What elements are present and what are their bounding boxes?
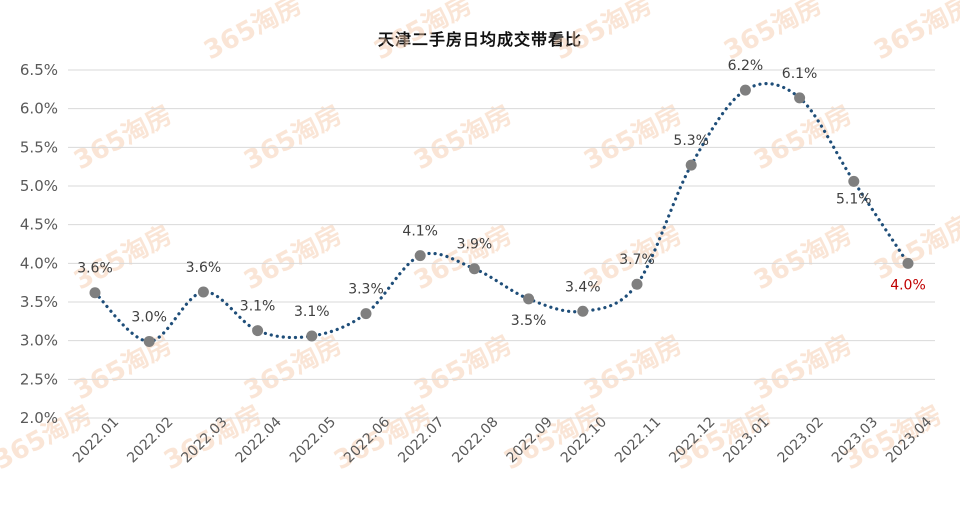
watermark: 365淘房 <box>749 100 857 176</box>
data-point <box>360 308 372 320</box>
y-axis-ticks: 2.0% 2.5% 3.0% 3.5% 4.0% 4.5% 5.0% 5.5% 6.0% 6.5% <box>20 61 58 427</box>
watermark: 365淘房 <box>199 0 307 66</box>
data-point <box>89 287 101 299</box>
y-tick-label: 3.0% <box>20 332 58 350</box>
watermark: 365淘房 <box>719 0 827 66</box>
data-label: 6.2% <box>728 58 764 74</box>
data-label: 3.1% <box>294 304 330 320</box>
data-point <box>523 293 535 305</box>
data-point <box>306 330 318 342</box>
watermark: 365淘房 <box>409 330 517 406</box>
watermark: 365淘房 <box>239 220 347 296</box>
data-labels: 3.6% 3.0% 3.6% 3.1% 3.1% 3.3% 4.1% 3.9% 3.5% 3.4%… <box>77 58 926 329</box>
data-point <box>631 278 643 290</box>
y-tick-label: 2.5% <box>20 370 58 388</box>
data-label: 4.0% <box>890 277 926 293</box>
x-tick-label: 2023.02 <box>775 414 827 466</box>
watermark: 365淘房 <box>749 330 857 406</box>
data-label: 3.7% <box>619 252 655 268</box>
y-tick-label: 2.0% <box>20 409 58 427</box>
watermark: 365淘房 <box>69 220 177 296</box>
y-tick-label: 5.0% <box>20 177 58 195</box>
data-label: 6.1% <box>782 66 818 82</box>
data-label: 3.9% <box>457 237 493 253</box>
data-point <box>739 84 751 96</box>
data-label: 4.1% <box>402 224 438 240</box>
chart-title: 天津二手房日均成交带看比 <box>377 30 582 49</box>
data-points <box>89 84 914 347</box>
watermark: 365淘房 <box>549 0 657 66</box>
watermark: 365淘房 <box>239 100 347 176</box>
gridlines <box>68 69 935 419</box>
data-label: 3.1% <box>240 299 276 315</box>
data-point <box>197 286 209 298</box>
data-label: 3.4% <box>565 279 601 295</box>
watermark: 365淘房 <box>69 100 177 176</box>
data-point <box>685 159 697 171</box>
data-label: 5.3% <box>673 133 709 149</box>
watermark: 365淘房 <box>869 0 960 66</box>
x-tick-label: 2022.05 <box>287 414 339 466</box>
data-label: 3.0% <box>131 309 167 325</box>
watermark: 365淘房 <box>409 100 517 176</box>
data-point <box>252 325 264 337</box>
watermark: 365淘房 <box>69 330 177 406</box>
watermark: 365淘房 <box>239 330 347 406</box>
data-label: 3.3% <box>348 282 384 298</box>
data-point <box>848 175 860 187</box>
data-point <box>143 335 155 347</box>
watermark: 365淘房 <box>869 210 960 286</box>
y-tick-label: 5.5% <box>20 138 58 156</box>
y-tick-label: 3.5% <box>20 293 58 311</box>
data-label: 5.1% <box>836 191 872 207</box>
data-point <box>468 263 480 275</box>
data-point <box>414 250 426 262</box>
data-point <box>794 92 806 104</box>
y-tick-label: 4.0% <box>20 254 58 272</box>
x-tick-label: 2022.08 <box>449 414 501 466</box>
data-point <box>902 257 914 269</box>
series-line <box>93 82 910 344</box>
watermark: 365淘房 <box>749 220 857 296</box>
data-label: 3.6% <box>77 261 113 277</box>
y-tick-label: 6.0% <box>20 100 58 118</box>
data-point <box>577 305 589 317</box>
y-tick-label: 4.5% <box>20 216 58 234</box>
watermark: 365淘房 <box>369 0 477 66</box>
watermark: 365淘房 <box>579 100 687 176</box>
x-tick-label: 2022.11 <box>612 414 664 466</box>
y-tick-label: 6.5% <box>20 61 58 79</box>
data-label: 3.6% <box>186 260 222 276</box>
watermark: 365淘房 <box>579 330 687 406</box>
data-label: 3.5% <box>511 313 547 329</box>
